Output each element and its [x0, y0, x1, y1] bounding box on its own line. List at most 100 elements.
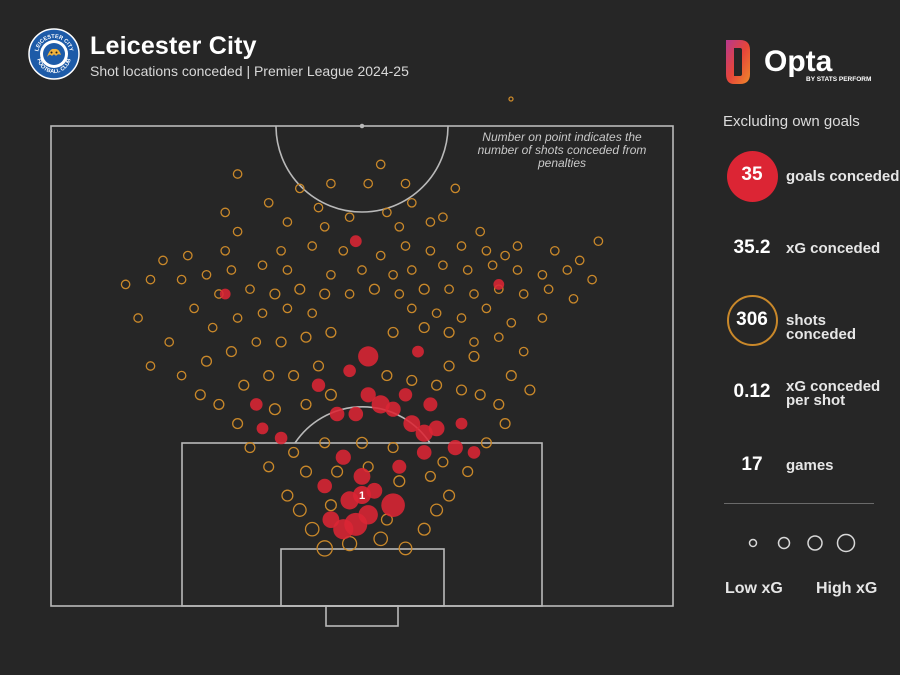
goals-conceded-label: goals conceded: [786, 168, 900, 185]
shot-point: [344, 289, 355, 299]
shot-point: [506, 317, 517, 328]
shot-point: [398, 541, 413, 556]
shots-conceded-value: 306: [736, 309, 768, 330]
shot-point: [425, 245, 436, 256]
legend-high-label: High xG: [816, 580, 878, 597]
shot-point: [456, 313, 467, 323]
shot-point: [325, 326, 337, 338]
shot-point: [387, 326, 399, 338]
goal-point: [416, 445, 432, 460]
shot-point: [469, 289, 479, 299]
xg-size-legend: [748, 533, 856, 553]
shot-point: [455, 384, 468, 396]
shot-point: [282, 265, 293, 275]
shot-point: [182, 250, 193, 261]
penalty-goal-point: [353, 486, 371, 504]
shot-point: [417, 522, 431, 536]
legend-circle-1: [748, 538, 758, 548]
shot-point: [418, 322, 430, 334]
shot-point: [275, 336, 287, 348]
shot-point: [268, 403, 281, 416]
shot-point: [456, 241, 467, 251]
goal-point: [381, 493, 405, 517]
shot-point: [357, 265, 367, 275]
goal-point: [349, 235, 362, 248]
shot-point: [324, 388, 337, 401]
panel-divider: [724, 503, 874, 504]
goal-point: [219, 288, 231, 300]
shot-point: [189, 303, 199, 314]
shot-point: [133, 313, 143, 323]
shot-point: [176, 370, 187, 381]
shot-point: [294, 183, 305, 194]
goal-point: [398, 388, 413, 402]
shot-point: [251, 337, 262, 347]
shot-point: [387, 442, 399, 454]
goal-point: [274, 431, 288, 445]
shot-point: [394, 221, 405, 232]
goal-point: [311, 378, 326, 392]
shot-point: [394, 289, 405, 299]
shot-point: [145, 361, 156, 371]
shot-point: [288, 446, 300, 458]
shot-point: [225, 346, 237, 358]
goal-point: [256, 422, 269, 435]
outlier-shot-point: [508, 96, 514, 102]
shot-point: [292, 503, 307, 517]
shot-point: [500, 250, 510, 261]
shot-point: [393, 475, 406, 488]
goals-conceded-value: 35: [741, 164, 763, 185]
shot-point: [194, 389, 206, 401]
goals-badge: [727, 151, 778, 202]
svg-text:BY STATS PERFORM: BY STATS PERFORM: [806, 76, 871, 83]
shot-point: [282, 303, 293, 314]
shot-point: [568, 293, 579, 304]
shot-point: [431, 379, 443, 391]
page-subtitle: Shot locations conceded | Premier League…: [90, 63, 409, 79]
goal-point: [428, 420, 445, 437]
goal-point: [333, 519, 354, 540]
goal-point: [423, 397, 438, 412]
goal: [325, 605, 399, 627]
shot-point: [200, 355, 213, 367]
goal-point: [412, 345, 424, 358]
shot-point: [324, 499, 337, 512]
shot-point: [299, 465, 313, 478]
shot-point: [304, 521, 320, 537]
shot-point: [438, 212, 448, 223]
shot-point: [257, 308, 268, 319]
xg-conceded-label: xG conceded: [786, 240, 881, 257]
shot-point: [319, 437, 331, 449]
games-label: games: [786, 457, 834, 474]
goal-point: [249, 398, 263, 411]
shot-point: [493, 398, 505, 410]
shot-point: [406, 265, 417, 275]
goal-point: [353, 468, 371, 485]
shot-point: [505, 370, 517, 382]
shot-point: [313, 202, 324, 213]
shot-point: [406, 303, 417, 314]
shot-point: [307, 308, 318, 319]
shot-point: [257, 260, 268, 271]
shot-point: [263, 461, 275, 473]
shot-point: [381, 370, 393, 382]
legend-circle-3: [807, 535, 823, 551]
shot-point: [363, 178, 374, 189]
shot-point: [158, 255, 168, 266]
shot-point: [537, 313, 548, 323]
shot-point: [450, 183, 461, 194]
legend-circle-4: [836, 533, 856, 553]
goal-point: [371, 395, 390, 414]
shot-point: [400, 178, 411, 189]
shot-point: [312, 360, 325, 372]
shot-point: [438, 260, 448, 271]
shot-point: [518, 346, 529, 357]
shot-point: [518, 289, 529, 299]
goal-point: [455, 417, 468, 430]
legend-low-label: Low xG: [725, 580, 783, 597]
shot-point: [226, 265, 237, 275]
shot-point: [587, 274, 597, 285]
goal-point: [343, 364, 356, 378]
shot-point: [444, 284, 454, 295]
